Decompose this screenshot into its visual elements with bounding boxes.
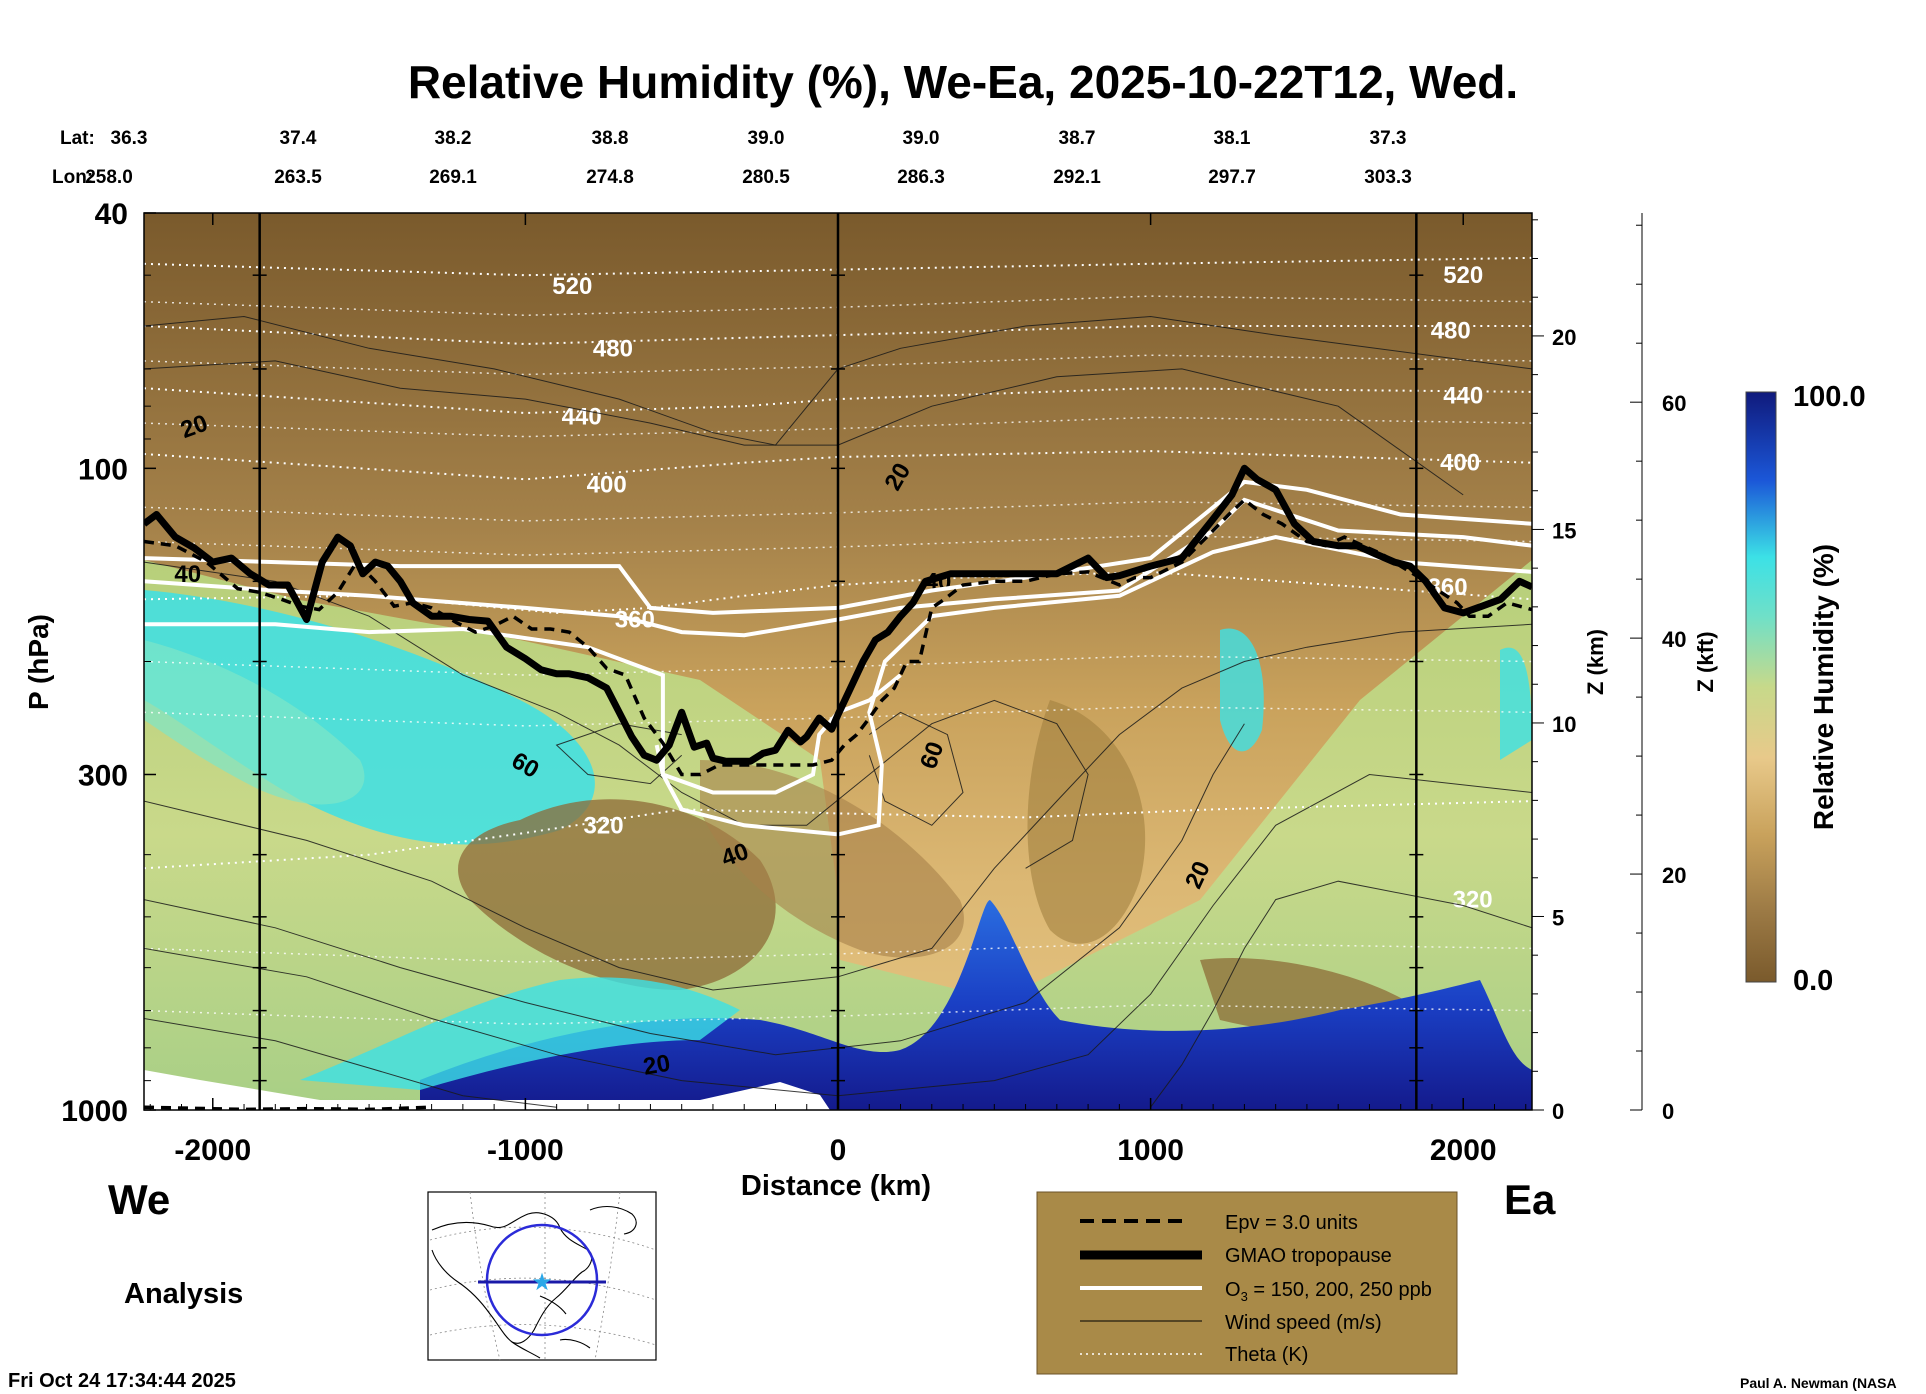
lon-value: 280.5 bbox=[742, 167, 790, 188]
z-kft-tick-label: 60 bbox=[1662, 391, 1686, 416]
ozone-contour bbox=[654, 673, 902, 795]
theta-contour-label: 480 bbox=[593, 335, 633, 362]
colorbar-max-label: 100.0 bbox=[1793, 381, 1866, 413]
west-label: We bbox=[108, 1176, 170, 1223]
lat-value: 38.1 bbox=[1214, 128, 1251, 149]
legend-o3: O3 = 150, 200, 250 ppb bbox=[1225, 1279, 1432, 1304]
x-tick-label: -1000 bbox=[487, 1134, 564, 1167]
colorbar-min-label: 0.0 bbox=[1793, 965, 1833, 997]
z-kft-tick-label: 40 bbox=[1662, 627, 1686, 652]
lon-value: 263.5 bbox=[274, 167, 322, 188]
tropopause-line bbox=[144, 464, 1532, 765]
lat-label: Lat: bbox=[60, 128, 95, 149]
z-kft-axis: 0 20 40 60 bbox=[1630, 213, 1686, 1124]
theta-isentrope bbox=[144, 387, 1532, 415]
lat-value: 38.8 bbox=[592, 128, 629, 149]
theta-contour-label: 440 bbox=[1443, 383, 1483, 410]
lat-value: 38.7 bbox=[1059, 128, 1096, 149]
x-axis-label: Distance (km) bbox=[741, 1170, 931, 1202]
theta-contour-label: 480 bbox=[1431, 318, 1471, 345]
lat-value: 38.2 bbox=[435, 128, 472, 149]
z-kft-tick-label: 20 bbox=[1662, 863, 1686, 888]
wind-contour bbox=[144, 1018, 557, 1108]
wind-contour bbox=[1150, 880, 1532, 1108]
lon-value: 286.3 bbox=[897, 167, 945, 188]
credit: Paul A. Newman (NASA bbox=[1740, 1375, 1897, 1391]
analysis-label: Analysis bbox=[124, 1278, 243, 1310]
theta-contour-label: 320 bbox=[1453, 887, 1493, 914]
legend-theta: Theta (K) bbox=[1225, 1344, 1308, 1366]
z-kft-axis-label: Z (kft) bbox=[1693, 631, 1718, 692]
lon-value: 258.0 bbox=[85, 167, 133, 188]
east-label: Ea bbox=[1504, 1176, 1556, 1223]
lon-label: Lon: bbox=[52, 167, 93, 188]
legend: Epv = 3.0 units GMAO tropopause O3 = 150… bbox=[1036, 1191, 1458, 1375]
z-km-axis-label: Z (km) bbox=[1583, 629, 1608, 695]
z-kft-tick-label: 0 bbox=[1662, 1099, 1674, 1124]
x-tick-label: 1000 bbox=[1117, 1134, 1184, 1167]
lat-value: 37.3 bbox=[1370, 128, 1407, 149]
y-axis-label: P (hPa) bbox=[23, 614, 54, 710]
vertical-markers bbox=[252, 213, 1424, 1110]
ozone-contour bbox=[144, 479, 1532, 615]
wind-contour bbox=[144, 360, 1464, 496]
inset-domain-circle bbox=[485, 1223, 599, 1337]
y-tick-label: 40 bbox=[95, 198, 128, 231]
y-axis: 40 100 300 1000 bbox=[61, 198, 156, 1128]
wind-contour-label: 20 bbox=[641, 1050, 672, 1081]
lat-value: 37.4 bbox=[280, 128, 317, 149]
z-km-axis: 0 5 10 15 20 bbox=[1532, 219, 1576, 1124]
lon-value: 269.1 bbox=[429, 167, 477, 188]
wind-contour bbox=[144, 773, 1532, 1097]
lon-value: 292.1 bbox=[1053, 167, 1101, 188]
theta-contour-label: 440 bbox=[562, 403, 602, 430]
z-km-tick-label: 0 bbox=[1552, 1099, 1564, 1124]
z-km-tick-label: 5 bbox=[1552, 905, 1564, 930]
y-tick-label: 1000 bbox=[61, 1095, 128, 1128]
theta-contour-label: 400 bbox=[587, 472, 627, 499]
chart-title: Relative Humidity (%), We-Ea, 2025-10-22… bbox=[408, 56, 1518, 108]
inset-center-star-icon: ★ bbox=[531, 1269, 553, 1296]
theta-contour-label: 520 bbox=[552, 273, 592, 300]
lon-value: 297.7 bbox=[1208, 167, 1256, 188]
theta-contour-label: 320 bbox=[584, 812, 624, 839]
ozone-contour bbox=[144, 535, 1532, 837]
legend-wind: Wind speed (m/s) bbox=[1225, 1312, 1382, 1334]
z-km-tick-label: 20 bbox=[1552, 325, 1576, 350]
epv-line-low bbox=[144, 1105, 432, 1110]
wind-contour bbox=[144, 561, 1089, 869]
lon-value: 274.8 bbox=[586, 167, 634, 188]
x-tick-label: 2000 bbox=[1430, 1134, 1497, 1167]
x-tick-label: -2000 bbox=[174, 1134, 251, 1167]
y-tick-label: 300 bbox=[78, 759, 128, 792]
wind-contour bbox=[144, 623, 1532, 991]
x-tick-label: 0 bbox=[830, 1134, 847, 1167]
colorbar-label: Relative Humidity (%) bbox=[1808, 544, 1839, 830]
z-km-tick-label: 15 bbox=[1552, 518, 1576, 543]
wind-contour bbox=[144, 315, 1532, 446]
timestamp: Fri Oct 24 17:34:44 2025 bbox=[8, 1370, 236, 1392]
theta-contour-label: 520 bbox=[1443, 262, 1483, 289]
legend-epv: Epv = 3.0 units bbox=[1225, 1212, 1358, 1234]
lat-lon-header: 36.3 37.4 38.2 38.8 39.0 39.0 38.7 38.1 37.3 258.… bbox=[85, 128, 1412, 188]
lat-value: 39.0 bbox=[748, 128, 785, 149]
x-axis: -2000 -1000 0 1000 2000 bbox=[149, 213, 1527, 1167]
y-tick-label: 100 bbox=[78, 453, 128, 486]
theta-isentrope bbox=[144, 450, 1532, 481]
wind-contour bbox=[868, 711, 964, 826]
lat-value: 36.3 bbox=[111, 128, 148, 149]
inset-map: ★ bbox=[427, 1191, 657, 1361]
z-km-tick-label: 10 bbox=[1552, 712, 1576, 737]
lat-value: 39.0 bbox=[903, 128, 940, 149]
theta-contour-label: 400 bbox=[1440, 450, 1480, 477]
legend-tropopause: GMAO tropopause bbox=[1225, 1245, 1392, 1267]
colorbar bbox=[1745, 391, 1777, 983]
lon-value: 303.3 bbox=[1364, 167, 1412, 188]
